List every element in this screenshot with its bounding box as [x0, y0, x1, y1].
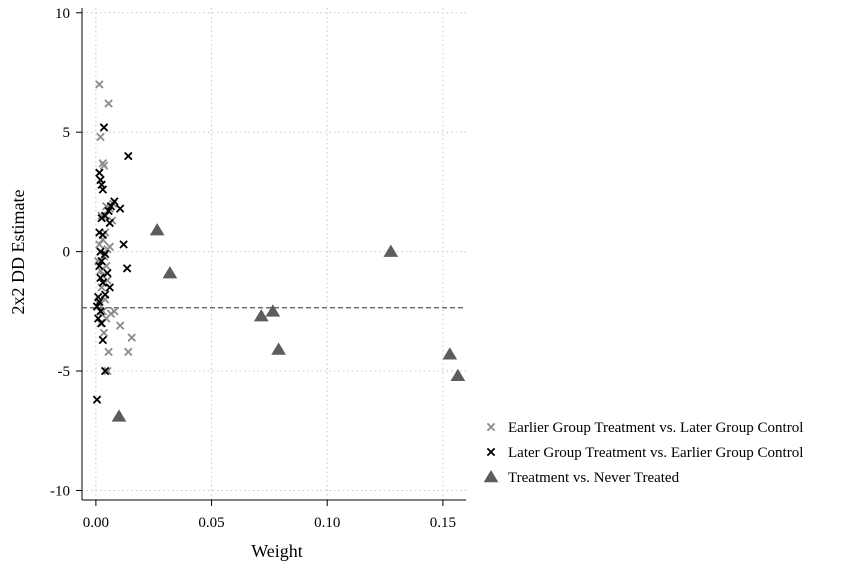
- gray-x-point: [103, 366, 112, 376]
- y-tick-label: 5: [63, 125, 71, 141]
- black-x-point: [93, 314, 103, 323]
- black-x-point: [122, 264, 132, 273]
- axis-layer: 0.00 0.05 0.10 0.15 -10 -5 0 5 10: [50, 6, 466, 531]
- black-x-point: [103, 268, 112, 278]
- x-tick-label: 0.00: [83, 515, 109, 531]
- black-x-point: [95, 261, 104, 271]
- gray-x-point: [115, 321, 125, 330]
- triangle-point: [162, 266, 178, 279]
- gray-x-point: [110, 307, 119, 316]
- grid-layer: [82, 8, 466, 500]
- gray-x-point: [95, 240, 104, 249]
- black-x-point: [106, 201, 116, 211]
- black-x-point: [96, 247, 105, 256]
- black-x-point: [92, 302, 102, 311]
- black-x-point: [100, 366, 110, 376]
- black-x-point: [99, 123, 109, 132]
- legend-item: Later Group Treatment vs. Earlier Group …: [486, 445, 803, 461]
- gray-x-point: [95, 80, 104, 89]
- x-tick-label: 0.10: [314, 515, 340, 531]
- y-tick-label: -10: [50, 483, 70, 499]
- y-axis-title: 2x2 DD Estimate: [8, 190, 28, 315]
- triangle-point: [383, 244, 399, 257]
- legend-x-symbol: [486, 447, 496, 457]
- triangle-point: [149, 223, 165, 236]
- gray-x-point: [104, 99, 113, 108]
- black-x-point: [96, 307, 105, 316]
- black-x-point: [92, 395, 102, 404]
- legend-item: Earlier Group Treatment vs. Later Group …: [486, 420, 803, 436]
- black-x-point: [100, 290, 110, 299]
- triangle-point: [111, 409, 127, 422]
- triangle-point: [450, 368, 466, 382]
- black-x-point: [98, 185, 108, 194]
- legend-triangle-symbol: [483, 470, 499, 483]
- black-x-point: [97, 319, 106, 328]
- gray-x-point: [98, 159, 108, 168]
- black-x-point: [104, 206, 113, 216]
- gray-x-point: [99, 328, 109, 338]
- gray-x-point: [124, 347, 133, 357]
- black-x-point: [105, 283, 114, 292]
- black-x-point: [124, 151, 133, 161]
- black-x-point: [98, 335, 108, 345]
- black-x-point: [105, 218, 114, 228]
- x-axis-title: Weight: [251, 541, 303, 561]
- black-x-point: [98, 278, 108, 287]
- black-x-point: [97, 213, 106, 223]
- black-x-point: [96, 273, 105, 283]
- triangle-point: [271, 342, 286, 355]
- black-x-point: [115, 204, 125, 213]
- gray-x-point: [96, 132, 105, 142]
- y-tick-label: 0: [63, 245, 71, 261]
- x-tick-label: 0.05: [198, 515, 224, 531]
- y-tick-label: -5: [58, 364, 71, 380]
- black-x-point: [97, 256, 106, 266]
- y-tick-label: 10: [55, 6, 70, 22]
- triangle-point: [265, 304, 281, 317]
- triangle-point: [442, 347, 458, 360]
- black-x-point: [95, 168, 104, 178]
- gray-x-point: [103, 276, 112, 285]
- triangle-point: [253, 309, 269, 322]
- black-x-point: [119, 240, 128, 249]
- legend-label: Earlier Group Treatment vs. Later Group …: [508, 420, 803, 436]
- gray-x-point: [103, 244, 112, 254]
- legend-x-symbol: [486, 422, 496, 432]
- legend-label: Treatment vs. Never Treated: [508, 470, 680, 486]
- black-x-point: [110, 197, 119, 206]
- legend: Earlier Group Treatment vs. Later Group …: [483, 420, 803, 486]
- black-x-point: [95, 297, 104, 307]
- gray-x-point: [97, 211, 106, 221]
- legend-item: Treatment vs. Never Treated: [483, 470, 680, 486]
- x-tick-label: 0.15: [430, 515, 456, 531]
- black-x-point: [98, 230, 108, 240]
- gray-x-point: [104, 347, 113, 357]
- legend-label: Later Group Treatment vs. Earlier Group …: [508, 445, 803, 461]
- gray-x-point: [127, 333, 136, 342]
- points-layer: [92, 80, 466, 422]
- black-x-point: [100, 249, 110, 259]
